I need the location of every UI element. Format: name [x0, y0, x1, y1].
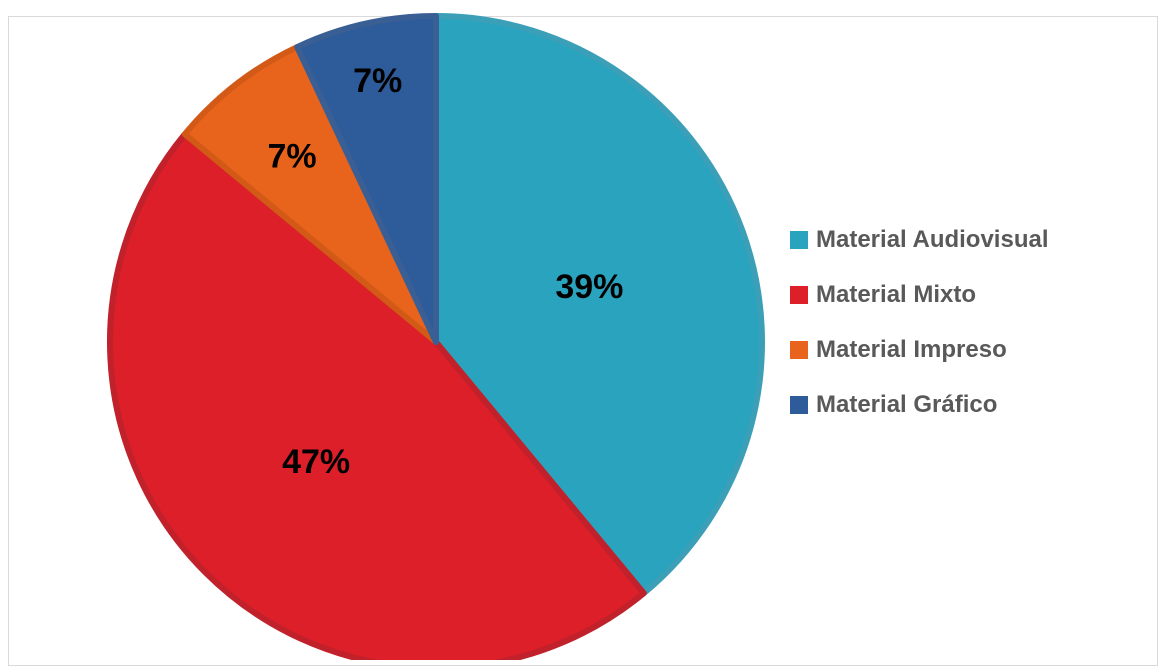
legend-item-audiovisual: Material Audiovisual — [790, 226, 1049, 254]
pie-label-grafico: 7% — [353, 62, 402, 100]
pie-label-audiovisual: 39% — [555, 268, 623, 306]
pie-label-mixto: 47% — [282, 443, 350, 481]
legend-swatch-grafico — [790, 396, 808, 414]
legend-swatch-mixto — [790, 286, 808, 304]
pie-slices — [106, 13, 765, 660]
legend-swatch-audiovisual — [790, 231, 808, 249]
legend-item-impreso: Material Impreso — [790, 336, 1049, 364]
legend-label-mixto: Material Mixto — [816, 281, 977, 308]
legend-item-grafico: Material Gráfico — [790, 391, 1049, 419]
legend-label-grafico: Material Gráfico — [816, 391, 998, 418]
pie-labels: 39% 47% 7% 7% — [268, 62, 624, 481]
pie-slice-mixto — [106, 131, 647, 660]
legend: Material Audiovisual Material Mixto Mate… — [790, 226, 1049, 446]
pie-slice-audiovisual — [433, 13, 765, 597]
legend-item-mixto: Material Mixto — [790, 281, 1049, 309]
pie-slice-impreso — [181, 44, 439, 345]
pie-slice-grafico — [294, 13, 439, 345]
legend-label-audiovisual: Material Audiovisual — [816, 226, 1049, 253]
pie-label-impreso: 7% — [268, 138, 317, 176]
legend-swatch-impreso — [790, 341, 808, 359]
legend-label-impreso: Material Impreso — [816, 336, 1007, 363]
